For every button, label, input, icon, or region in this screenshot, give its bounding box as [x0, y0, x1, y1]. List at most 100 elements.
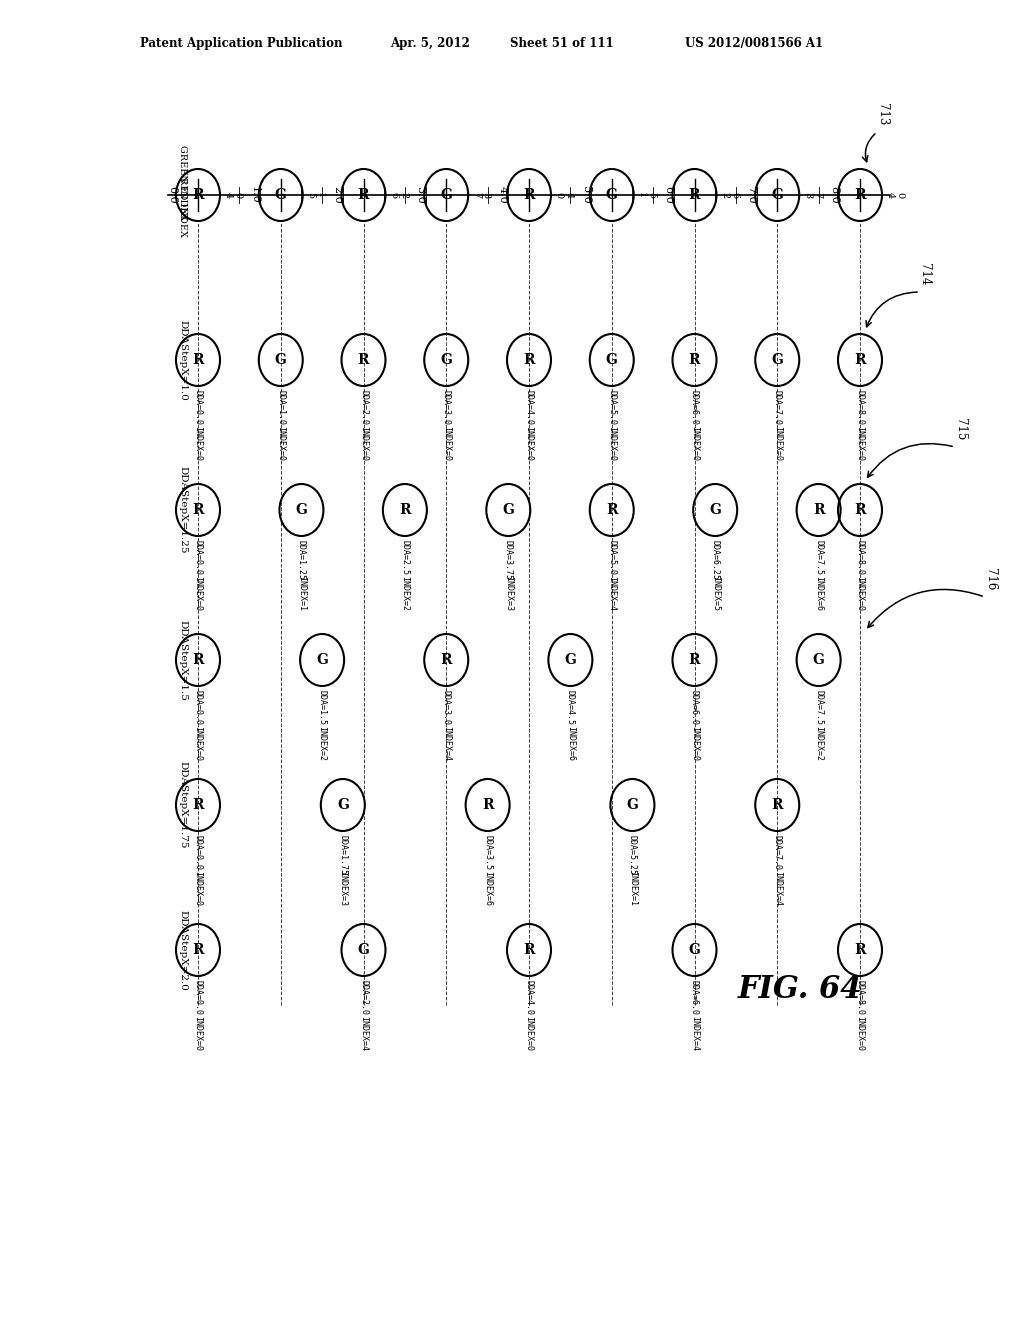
Text: DDA=2.5: DDA=2.5	[400, 540, 410, 576]
Text: R: R	[854, 942, 865, 957]
Text: DDA=0.0: DDA=0.0	[194, 979, 203, 1015]
Text: R: R	[523, 352, 535, 367]
Text: R: R	[689, 352, 700, 367]
Text: R: R	[399, 503, 411, 517]
Text: 2.0: 2.0	[333, 186, 342, 203]
Text: DDA=5.25: DDA=5.25	[628, 836, 637, 875]
Text: 3: 3	[481, 191, 490, 198]
Text: INDEX=4: INDEX=4	[607, 576, 616, 611]
Text: DDA=8.0: DDA=8.0	[855, 389, 864, 425]
Text: G: G	[357, 942, 370, 957]
Text: DDA=0.0: DDA=0.0	[194, 540, 203, 576]
Text: 5: 5	[647, 191, 656, 198]
Text: G: G	[771, 187, 783, 202]
Text: 713: 713	[876, 103, 889, 125]
Text: INDEX=1: INDEX=1	[297, 576, 306, 611]
Text: 7.0: 7.0	[746, 186, 757, 203]
Text: GREEN INDEX: GREEN INDEX	[178, 145, 187, 220]
Text: INDEX=3: INDEX=3	[504, 576, 513, 611]
Text: 2: 2	[720, 191, 729, 198]
Text: INDEX=0: INDEX=0	[855, 426, 864, 461]
Text: 715: 715	[953, 418, 967, 440]
Text: INDEX=6: INDEX=6	[814, 576, 823, 611]
Text: INDEX=0: INDEX=0	[441, 426, 451, 461]
Text: DDA=0.0: DDA=0.0	[194, 389, 203, 425]
Text: R: R	[523, 187, 535, 202]
Text: 7: 7	[813, 191, 821, 198]
Text: DDA=6.0: DDA=6.0	[690, 690, 699, 725]
Text: INDEX=0: INDEX=0	[359, 426, 368, 461]
Text: INDEX=0: INDEX=0	[194, 1016, 203, 1051]
Text: 0: 0	[233, 191, 243, 198]
Text: R: R	[689, 653, 700, 667]
Text: G: G	[440, 352, 453, 367]
Text: INDEX=0: INDEX=0	[194, 726, 203, 762]
Text: G: G	[337, 799, 349, 812]
Text: G: G	[606, 352, 617, 367]
Text: INDEX=0: INDEX=0	[607, 426, 616, 461]
Text: DDA=0.0: DDA=0.0	[194, 690, 203, 725]
Text: 4: 4	[564, 191, 573, 198]
Text: INDEX=0: INDEX=0	[690, 426, 699, 461]
Text: R: R	[357, 187, 370, 202]
Text: DDA=3.0: DDA=3.0	[441, 690, 451, 725]
Text: DDA=4.0: DDA=4.0	[524, 979, 534, 1015]
Text: DDA=6.0: DDA=6.0	[690, 389, 699, 425]
Text: INDEX=0: INDEX=0	[194, 871, 203, 906]
Text: DDA=1.0: DDA=1.0	[276, 389, 286, 425]
Text: DDA=5.0: DDA=5.0	[607, 389, 616, 425]
Text: R: R	[440, 653, 452, 667]
Text: INDEX=6: INDEX=6	[566, 726, 574, 762]
Text: DDA=6.25: DDA=6.25	[711, 540, 720, 579]
Text: 0.0: 0.0	[167, 186, 177, 203]
Text: INDEX=0: INDEX=0	[194, 426, 203, 461]
Text: DDA=7.0: DDA=7.0	[773, 836, 781, 870]
Text: DDA=8.0: DDA=8.0	[855, 979, 864, 1015]
Text: INDEX=2: INDEX=2	[814, 726, 823, 762]
Text: DDAStepX=1.75: DDAStepX=1.75	[178, 762, 187, 849]
Text: INDEX=5: INDEX=5	[711, 576, 720, 611]
Text: DDA=7.5: DDA=7.5	[814, 540, 823, 576]
Text: R: R	[854, 352, 865, 367]
Text: 1: 1	[316, 191, 326, 198]
Text: INDEX=2: INDEX=2	[317, 726, 327, 762]
Text: Apr. 5, 2012: Apr. 5, 2012	[390, 37, 470, 50]
Text: INDEX=0: INDEX=0	[855, 1016, 864, 1051]
Text: 0: 0	[896, 191, 904, 198]
Text: DDA=3.0: DDA=3.0	[441, 389, 451, 425]
Text: 1: 1	[637, 191, 646, 198]
Text: G: G	[274, 187, 287, 202]
Text: 716: 716	[983, 568, 996, 590]
Text: DDA=2.0: DDA=2.0	[359, 979, 368, 1015]
Text: DDAStepX=1.0: DDAStepX=1.0	[178, 319, 187, 400]
Text: DDA=7.5: DDA=7.5	[814, 690, 823, 725]
Text: 5.0: 5.0	[581, 186, 591, 203]
Text: INDEX=0: INDEX=0	[773, 426, 781, 461]
Text: DDA=1.5: DDA=1.5	[317, 690, 327, 725]
Text: G: G	[316, 653, 328, 667]
Text: DDA=4.0: DDA=4.0	[524, 389, 534, 425]
Text: R: R	[813, 503, 824, 517]
Text: 1.0: 1.0	[250, 186, 260, 203]
Text: R: R	[689, 187, 700, 202]
Text: G: G	[771, 352, 783, 367]
Text: G: G	[710, 503, 721, 517]
Text: INDEX=4: INDEX=4	[773, 871, 781, 906]
Text: DDA=7.0: DDA=7.0	[773, 389, 781, 425]
Text: 2: 2	[399, 191, 408, 198]
Text: 714: 714	[919, 263, 932, 285]
Text: 6: 6	[730, 191, 739, 198]
Text: R: R	[606, 503, 617, 517]
Text: INDEX=0: INDEX=0	[690, 726, 699, 762]
Text: INDEX=0: INDEX=0	[194, 576, 203, 611]
Text: R: R	[193, 653, 204, 667]
Text: INDEX=2: INDEX=2	[400, 576, 410, 611]
Text: G: G	[813, 653, 824, 667]
Text: G: G	[274, 352, 287, 367]
Text: FIG. 64: FIG. 64	[737, 974, 862, 1006]
Text: R: R	[854, 503, 865, 517]
Text: G: G	[688, 942, 700, 957]
Text: G: G	[627, 799, 638, 812]
Text: RED INDEX: RED INDEX	[178, 177, 187, 238]
Text: INDEX=4: INDEX=4	[359, 1016, 368, 1051]
